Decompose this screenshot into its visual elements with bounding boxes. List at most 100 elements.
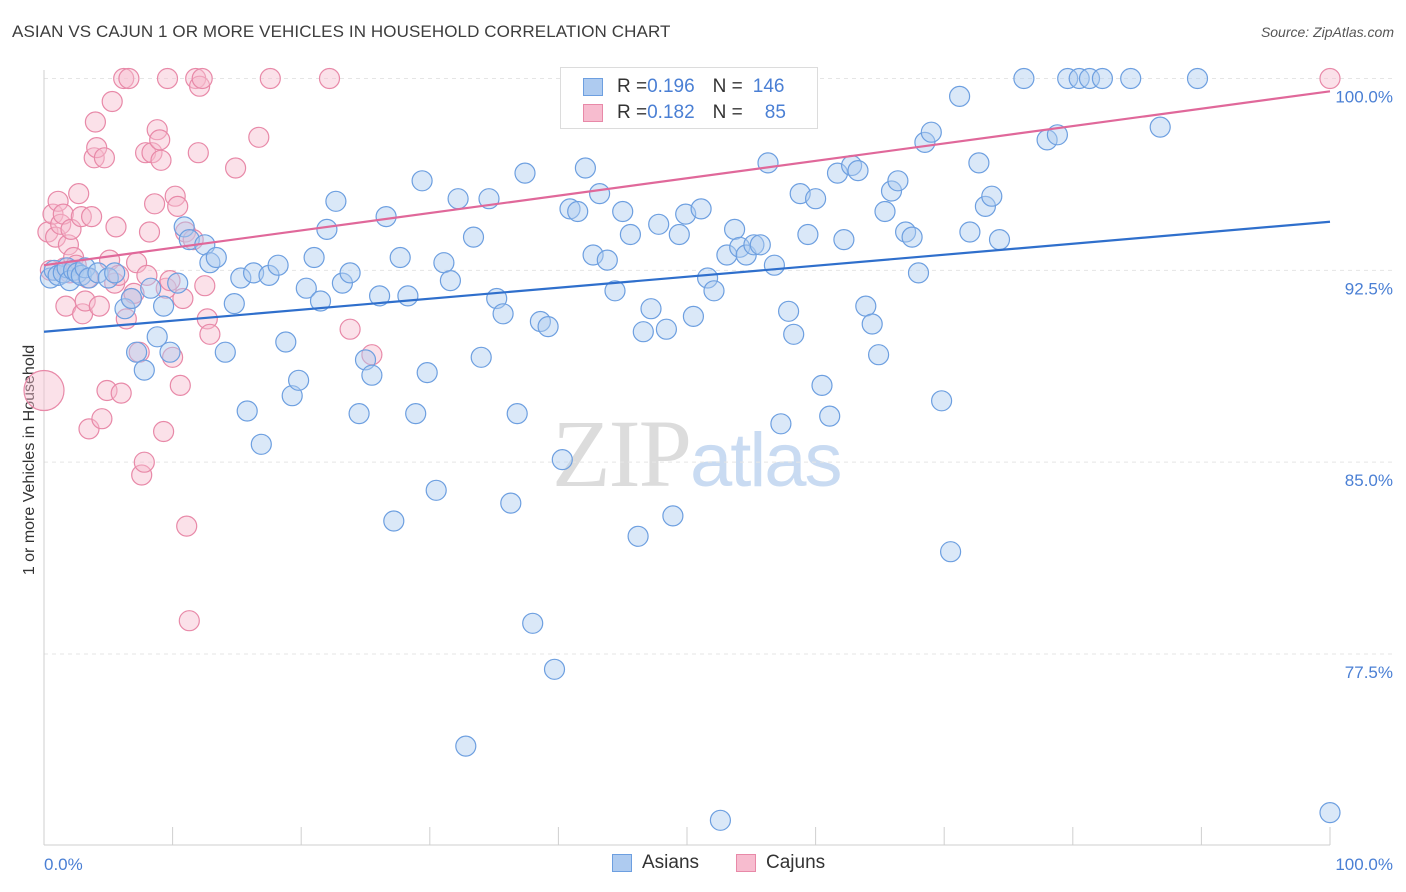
cajun-point-44	[135, 142, 157, 164]
cajuns-swatch	[583, 104, 603, 122]
cajun-point-50	[149, 129, 171, 151]
asian-point-21	[159, 341, 181, 363]
trend-lines	[43, 90, 1331, 333]
asian-point-130	[948, 85, 971, 108]
asian-point-60	[447, 188, 469, 210]
y-tick-label-0: 77.5%	[1345, 663, 1393, 682]
y-tick-label-2: 92.5%	[1345, 279, 1393, 298]
asian-point-82	[612, 200, 634, 223]
asian-point-144	[1149, 116, 1171, 138]
asian-point-109	[797, 223, 819, 246]
chart-title: ASIAN VS CAJUN 1 OR MORE VEHICLES IN HOU…	[12, 22, 671, 41]
asian-point-128	[930, 390, 953, 412]
watermark: ZIPatlas	[552, 398, 843, 509]
legend-label-asians: Asians	[642, 852, 700, 873]
asian-point-52	[389, 246, 411, 269]
n-value: 85	[764, 102, 786, 123]
stats-row-asians: R = 0.196 N = 146	[583, 75, 784, 99]
legend-label-cajuns: Cajuns	[766, 852, 826, 873]
asian-point-79	[588, 183, 611, 205]
cajun-point-76	[339, 318, 361, 340]
cajun-point-73	[248, 126, 270, 148]
watermark-zip: ZIP	[552, 400, 692, 507]
asian-point-48	[361, 364, 383, 386]
asian-point-103	[757, 152, 779, 174]
asian-point-77	[574, 157, 597, 179]
cajun-point-35	[113, 67, 135, 90]
asian-point-95	[703, 280, 725, 302]
asian-point-112	[819, 405, 841, 427]
cajun-point-10	[57, 234, 80, 256]
asian-point-41	[309, 290, 332, 312]
legend-item-asians[interactable]: Asians	[612, 852, 699, 874]
asian-point-122	[887, 170, 909, 192]
cajun-point-45	[136, 264, 158, 286]
asian-point-74	[551, 449, 573, 471]
asian-point-51	[383, 510, 405, 532]
cajun-point-59	[169, 374, 191, 396]
y-tick-label-3: 100.0%	[1335, 88, 1393, 107]
asian-point-106	[777, 300, 800, 322]
asian-point-53	[397, 285, 419, 307]
asian-point-68	[506, 403, 528, 425]
asian-point-73	[543, 658, 566, 680]
series-legend: Asians Cajuns	[0, 852, 1406, 878]
asian-point-39	[295, 277, 317, 299]
asian-point-134	[981, 185, 1003, 207]
cajun-point-48	[144, 193, 166, 215]
cajun-point-46	[138, 221, 161, 243]
asian-point-124	[901, 226, 923, 248]
cajun-point-74	[259, 67, 281, 90]
cajun-point-25	[88, 295, 110, 317]
asian-point-38	[288, 369, 310, 391]
cajuns-trend-line	[43, 90, 1331, 267]
asian-point-125	[907, 262, 930, 284]
cajuns-legend-swatch	[736, 854, 756, 872]
cajun-point-33	[107, 264, 130, 286]
asian-point-111	[811, 374, 833, 396]
asian-point-80	[596, 249, 618, 271]
asian-point-15	[120, 287, 142, 310]
asian-point-87	[648, 213, 670, 235]
asian-point-131	[959, 221, 981, 243]
asian-point-117	[855, 295, 877, 317]
asian-point-33	[250, 433, 272, 455]
asians-points	[39, 67, 1341, 831]
cajun-point-32	[105, 216, 127, 238]
x-tick-label-1: 100.0%	[1335, 855, 1393, 874]
asian-point-19	[146, 326, 168, 348]
cajun-point-71	[199, 323, 221, 345]
cajun-point-15	[68, 183, 90, 205]
asian-point-102	[749, 234, 771, 256]
asian-point-85	[632, 321, 654, 343]
cajun-point-7	[52, 203, 74, 225]
source-credit: Source: ZipAtlas.com	[1260, 24, 1394, 40]
legend-item-cajuns[interactable]: Cajuns	[736, 852, 825, 874]
asian-point-116	[847, 160, 869, 182]
asian-point-98	[723, 218, 746, 240]
cajun-point-23	[84, 111, 107, 133]
asian-point-119	[867, 344, 890, 366]
asian-point-55	[411, 170, 433, 192]
asian-point-13	[104, 262, 126, 284]
asian-point-141	[1078, 67, 1101, 90]
asian-point-66	[492, 303, 514, 325]
asian-point-121	[880, 180, 903, 202]
cajun-point-4	[44, 226, 67, 248]
axes	[43, 70, 1331, 846]
asian-point-56	[416, 362, 438, 384]
asian-point-132	[968, 152, 990, 174]
asian-point-75	[559, 198, 581, 220]
asian-point-72	[537, 316, 559, 338]
cajun-point-75	[318, 67, 341, 90]
y-tick-label-1: 85.0%	[1345, 471, 1393, 490]
asian-point-70	[522, 612, 544, 634]
asian-point-20	[153, 295, 175, 317]
asian-point-101	[743, 234, 765, 256]
asian-point-97	[716, 244, 738, 266]
cajun-point-66	[187, 142, 209, 164]
asian-point-120	[874, 200, 896, 223]
asian-point-90	[668, 223, 690, 246]
asian-point-54	[405, 403, 427, 425]
